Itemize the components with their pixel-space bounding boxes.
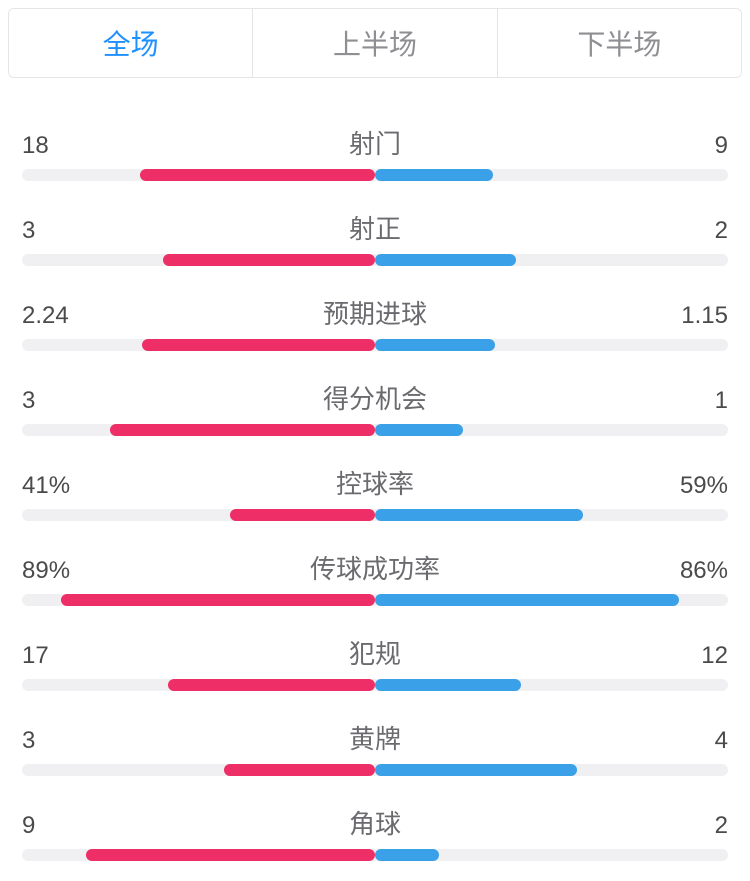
stat-bar-left-half [22,254,375,266]
tab-label: 全场 [103,29,159,60]
stat-row: 3射正2 [22,209,728,266]
stat-label: 角球 [82,804,668,841]
stat-value-left: 41% [22,472,82,500]
stat-bar-right-half [375,339,728,351]
stat-header: 9角球2 [22,804,728,841]
stat-row: 9角球2 [22,804,728,861]
stat-bar-left-half [22,169,375,181]
stat-bar-right-half [375,594,728,606]
stat-label: 射门 [82,124,668,161]
stat-label: 传球成功率 [82,549,668,586]
stat-value-right: 2 [668,217,728,245]
stat-value-left: 89% [22,557,82,585]
stat-row: 41%控球率59% [22,464,728,521]
stat-bar-left-fill [142,339,375,351]
period-tabs: 全场 上半场 下半场 [8,8,742,78]
stat-bar-track [22,169,728,181]
stat-label: 犯规 [82,634,668,671]
tab-period-2[interactable]: 下半场 [498,9,741,77]
stat-bar-right-half [375,679,728,691]
stat-label: 射正 [82,209,668,246]
stat-bar-right-fill [375,594,679,606]
stat-bar-left-fill [230,509,375,521]
stat-bar-right-fill [375,424,463,436]
stat-row: 3得分机会1 [22,379,728,436]
stat-bar-left-half [22,339,375,351]
stat-bar-track [22,339,728,351]
stat-value-right: 4 [668,727,728,755]
stat-bar-right-half [375,764,728,776]
stat-value-left: 3 [22,387,82,415]
stat-value-left: 2.24 [22,302,82,330]
stat-row: 3黄牌4 [22,719,728,776]
stat-bar-left-fill [163,254,375,266]
stat-label: 预期进球 [82,294,668,331]
stat-header: 2.24预期进球1.15 [22,294,728,331]
stat-header: 3黄牌4 [22,719,728,756]
stat-value-right: 9 [668,132,728,160]
stat-value-left: 17 [22,642,82,670]
stat-bar-left-half [22,849,375,861]
stat-bar-left-fill [110,424,375,436]
stat-bar-right-fill [375,679,521,691]
stat-header: 18射门9 [22,124,728,161]
stat-bar-left-half [22,424,375,436]
tab-period-0[interactable]: 全场 [9,9,253,77]
stat-header: 89%传球成功率86% [22,549,728,586]
stat-row: 18射门9 [22,124,728,181]
stat-value-right: 2 [668,812,728,840]
stat-bar-left-fill [86,849,375,861]
stat-bar-right-fill [375,254,516,266]
stat-row: 89%传球成功率86% [22,549,728,606]
stat-bar-left-fill [168,679,375,691]
stat-bar-track [22,509,728,521]
stat-label: 黄牌 [82,719,668,756]
stat-bar-left-half [22,594,375,606]
stat-label: 得分机会 [82,379,668,416]
stat-bar-track [22,594,728,606]
stat-bar-right-fill [375,849,439,861]
stat-label: 控球率 [82,464,668,501]
stat-bar-track [22,254,728,266]
tab-label: 上半场 [333,29,417,60]
stat-header: 17犯规12 [22,634,728,671]
stat-value-left: 3 [22,217,82,245]
stat-bar-right-half [375,169,728,181]
stat-bar-track [22,424,728,436]
stat-bar-right-half [375,849,728,861]
stat-bar-track [22,679,728,691]
stat-bar-left-fill [61,594,375,606]
stat-value-left: 18 [22,132,82,160]
stat-bar-right-half [375,509,728,521]
stat-bar-right-fill [375,339,495,351]
stat-bar-right-half [375,254,728,266]
stat-row: 2.24预期进球1.15 [22,294,728,351]
stat-value-left: 9 [22,812,82,840]
stat-bar-right-fill [375,169,493,181]
stat-bar-left-half [22,509,375,521]
stat-header: 41%控球率59% [22,464,728,501]
stat-header: 3得分机会1 [22,379,728,416]
stat-bar-left-half [22,679,375,691]
stat-value-right: 59% [668,472,728,500]
stat-bar-right-half [375,424,728,436]
tab-label: 下半场 [577,29,661,60]
stat-value-right: 1 [668,387,728,415]
stat-bar-right-fill [375,764,577,776]
stat-value-right: 86% [668,557,728,585]
stat-value-left: 3 [22,727,82,755]
stat-row: 17犯规12 [22,634,728,691]
stats-list: 18射门93射正22.24预期进球1.153得分机会141%控球率59%89%传… [0,86,750,881]
stat-bar-left-half [22,764,375,776]
stat-bar-left-fill [224,764,375,776]
stat-value-right: 1.15 [668,302,728,330]
stat-bar-track [22,849,728,861]
stat-bar-track [22,764,728,776]
stat-bar-right-fill [375,509,583,521]
stat-bar-left-fill [140,169,375,181]
stat-value-right: 12 [668,642,728,670]
stat-header: 3射正2 [22,209,728,246]
tab-period-1[interactable]: 上半场 [253,9,497,77]
